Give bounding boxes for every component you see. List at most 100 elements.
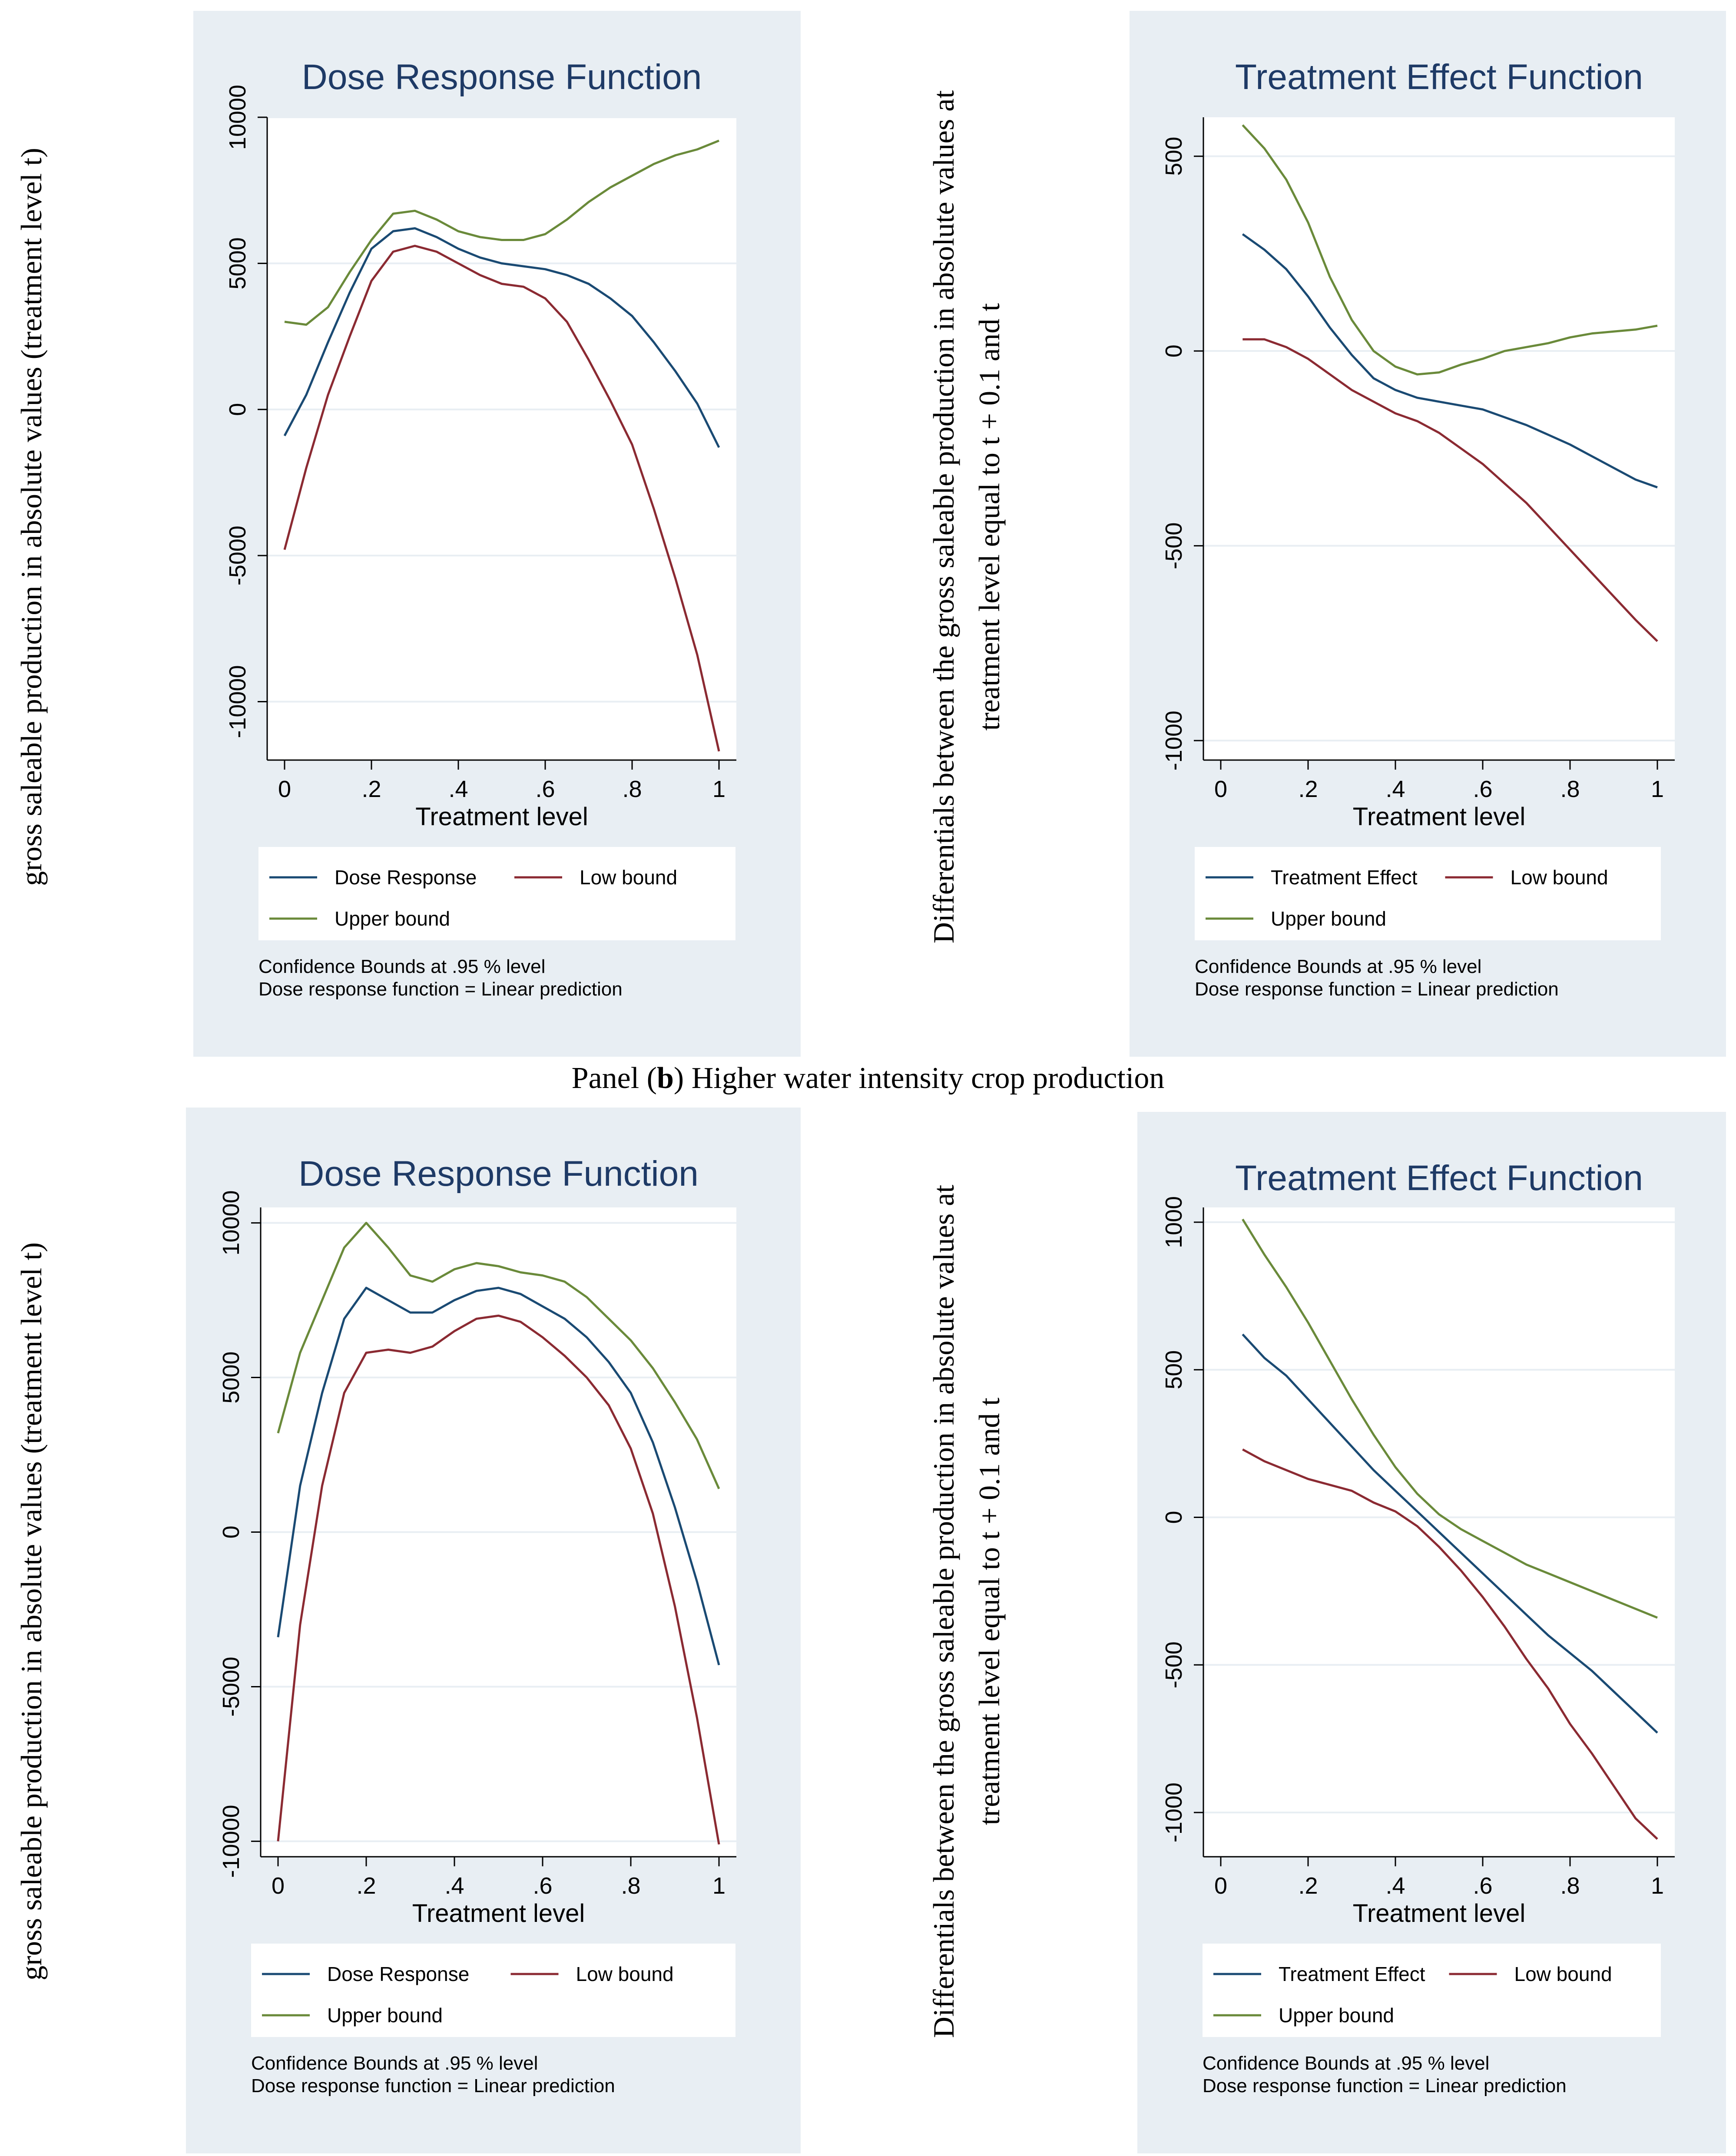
series-line-low-bound: [283, 245, 720, 752]
right-y-label-top-line2: treatment level equal to t + 0.1 and t: [973, 303, 1006, 731]
legend-label: Low bound: [576, 1963, 674, 1985]
chart-treatment-effect-a: Treatment Effect Function 500 0 -500 -1000 0.…: [1130, 11, 1726, 1057]
series-line-low-bound: [1242, 338, 1658, 642]
legend-label: Treatment Effect: [1279, 1963, 1425, 1985]
legend-label: Upper bound: [327, 2004, 443, 2027]
y-tick-label: 5000: [218, 1351, 244, 1403]
x-tick-label: .4: [448, 776, 468, 802]
chart-title: Treatment Effect Function: [1235, 57, 1643, 97]
x-tick-label: .2: [361, 776, 381, 802]
plot-area: [1203, 117, 1675, 760]
chart-note: Dose response function = Linear predicti…: [1203, 2075, 1567, 2096]
y-tick-label: 5000: [225, 237, 251, 289]
y-tick-label: -500: [1161, 1641, 1187, 1688]
left-y-label-bottom: gross saleable production in absolute va…: [15, 1242, 48, 1980]
legend-label: Treatment Effect: [1271, 866, 1418, 889]
legend-box: [251, 1944, 735, 2037]
x-tick-label: 0: [1214, 776, 1227, 802]
legend-box: [1195, 847, 1661, 940]
legend-label: Low bound: [1511, 866, 1608, 889]
series-line-low-bound: [277, 1314, 720, 1845]
legend-label: Dose Response: [335, 866, 477, 889]
chart-note: Confidence Bounds at .95 % level: [1203, 2053, 1489, 2074]
caption-prefix: Panel (: [572, 1061, 657, 1095]
x-tick-label: .6: [1473, 1873, 1492, 1899]
y-tick-label: -5000: [218, 1657, 244, 1716]
x-axis-label: Treatment level: [412, 1899, 585, 1928]
legend-label: Upper bound: [335, 907, 450, 930]
chart-title: Dose Response Function: [298, 1154, 699, 1194]
series-line-low-bound: [1242, 1448, 1658, 1840]
y-tick-label: 10000: [218, 1190, 244, 1256]
series-line-upper-bound: [277, 1222, 720, 1489]
y-tick-label: -1000: [1161, 1782, 1187, 1842]
y-tick-label: 0: [218, 1525, 244, 1538]
x-tick-label: .8: [1560, 776, 1580, 802]
legend-box: [258, 847, 735, 940]
x-tick-label: .4: [1385, 776, 1405, 802]
chart-note: Dose response function = Linear predicti…: [1195, 979, 1559, 1000]
series-line-treatment-effect: [1242, 1333, 1658, 1734]
chart-title: Treatment Effect Function: [1235, 1158, 1643, 1198]
legend-label: Low bound: [580, 866, 677, 889]
y-tick-label: -10000: [218, 1805, 244, 1878]
x-tick-label: .8: [621, 1873, 640, 1899]
series-line-treatment-effect: [1242, 233, 1658, 489]
x-tick-label: .4: [1385, 1873, 1405, 1899]
y-tick-label: 10000: [225, 85, 251, 150]
series-line-dose-response: [283, 227, 720, 448]
y-tick-label: 0: [225, 403, 251, 416]
chart-note: Dose response function = Linear predicti…: [258, 979, 623, 1000]
x-axis-label: Treatment level: [415, 803, 588, 831]
y-tick-label: -5000: [225, 526, 251, 585]
x-axis-label: Treatment level: [1353, 1899, 1526, 1928]
x-tick-label: 1: [712, 1873, 726, 1899]
x-tick-label: 1: [1651, 1873, 1664, 1899]
right-y-label-bottom-line2: treatment level equal to t + 0.1 and t: [973, 1398, 1006, 1825]
x-tick-label: .2: [1298, 776, 1318, 802]
y-tick-label: 1000: [1161, 1196, 1187, 1248]
x-axis-label: Treatment level: [1353, 803, 1526, 831]
right-y-label-top-line1: Differentials between the gross saleable…: [927, 90, 960, 944]
y-tick-label: 500: [1161, 137, 1187, 176]
chart-dose-response-b: Dose Response Function 10000 5000 0 -5000 -10…: [186, 1108, 801, 2153]
x-tick-label: .8: [622, 776, 642, 802]
y-tick-label: -1000: [1161, 711, 1187, 770]
legend-label: Upper bound: [1279, 2004, 1394, 2027]
right-y-label-bottom-line1: Differentials between the gross saleable…: [927, 1185, 960, 2038]
caption-suffix: ) Higher water intensity crop production: [674, 1061, 1164, 1095]
y-tick-label: 500: [1161, 1350, 1187, 1389]
x-tick-label: 1: [712, 776, 726, 802]
x-tick-label: .2: [1298, 1873, 1318, 1899]
y-tick-label: 0: [1161, 344, 1187, 357]
series-line-dose-response: [277, 1286, 720, 1666]
x-tick-label: 1: [1651, 776, 1664, 802]
x-tick-label: .4: [444, 1873, 464, 1899]
chart-note: Confidence Bounds at .95 % level: [1195, 956, 1481, 977]
x-tick-label: 0: [1214, 1873, 1227, 1899]
series-line-upper-bound: [1242, 1218, 1658, 1619]
left-y-label-top: gross saleable production in absolute va…: [15, 148, 48, 886]
chart-dose-response-a: Dose Response Function 10000 5000 0 -5000 -10…: [193, 11, 801, 1057]
x-tick-label: .6: [535, 776, 555, 802]
plot-area: [267, 117, 736, 760]
legend-box: [1203, 1944, 1661, 2037]
y-tick-label: -500: [1161, 522, 1187, 569]
chart-treatment-effect-b: Treatment Effect Function 1000 500 0 -500 -10…: [1137, 1112, 1726, 2153]
legend-label: Upper bound: [1271, 907, 1386, 930]
chart-note: Confidence Bounds at .95 % level: [258, 956, 545, 977]
x-tick-label: .6: [533, 1873, 552, 1899]
x-tick-label: .8: [1560, 1873, 1580, 1899]
y-tick-label: 0: [1161, 1511, 1187, 1524]
chart-title: Dose Response Function: [302, 57, 702, 97]
x-tick-label: 0: [278, 776, 291, 802]
caption-bold: b: [657, 1061, 674, 1095]
panel-caption: Panel (b) Higher water intensity crop pr…: [572, 1061, 1165, 1095]
series-line-upper-bound: [1242, 124, 1658, 376]
y-tick-label: -10000: [225, 665, 251, 738]
legend-label: Low bound: [1514, 1963, 1612, 1985]
x-tick-label: .6: [1473, 776, 1492, 802]
chart-note: Confidence Bounds at .95 % level: [251, 2053, 538, 2074]
chart-note: Dose response function = Linear predicti…: [251, 2075, 615, 2096]
